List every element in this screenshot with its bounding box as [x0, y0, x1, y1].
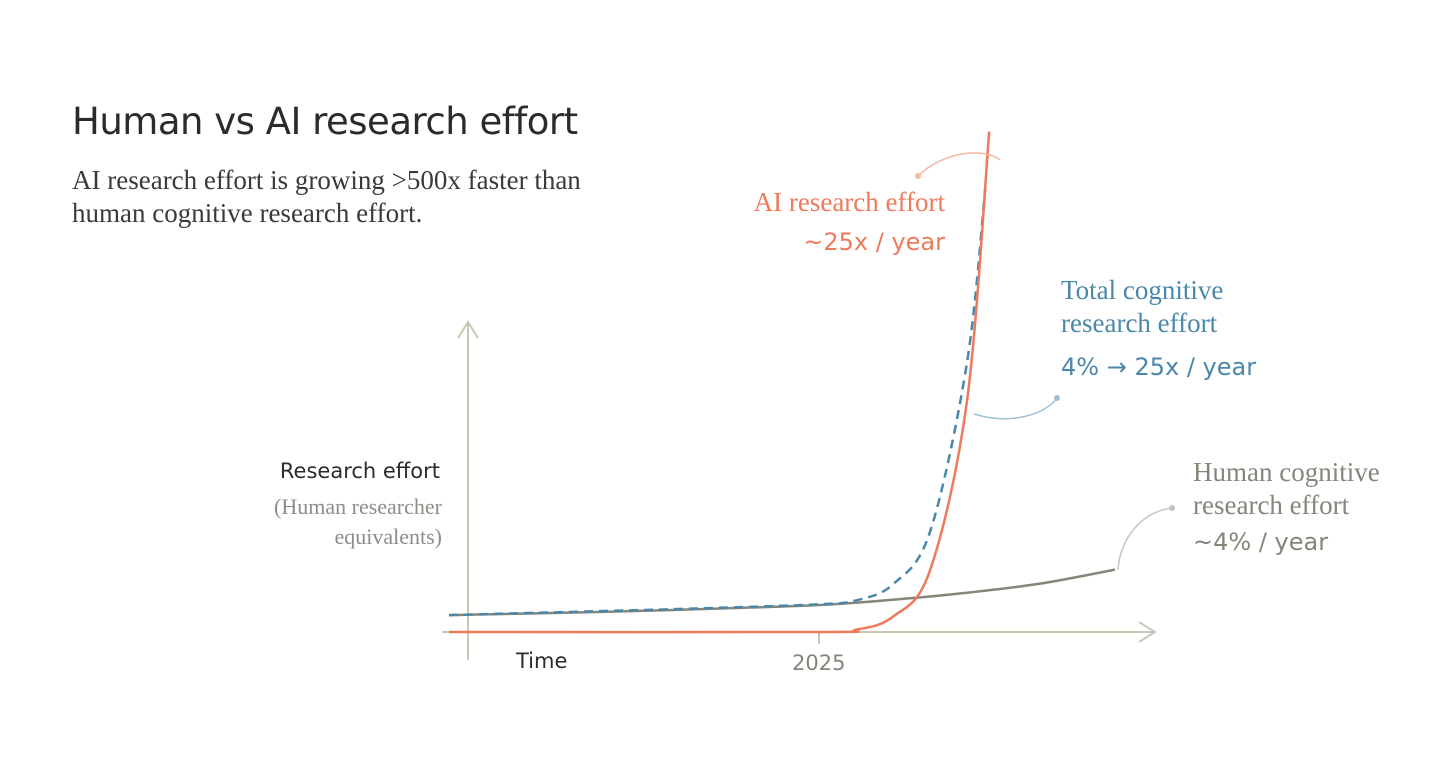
series-name-ai: AI research effort [753, 187, 945, 217]
x-tick-label-2025: 2025 [792, 651, 846, 675]
x-axis-label: Time [516, 649, 568, 673]
x-axis-arrowhead [1138, 621, 1157, 643]
page-subtitle: AI research effort is growing >500x fast… [72, 165, 581, 228]
y-axis-sublabel: (Human researcher equivalents) [274, 494, 442, 549]
y-axis-label: Research effort [279, 459, 440, 483]
series-line-total [448, 185, 987, 617]
connector-total [973, 397, 1058, 420]
series-line-human [448, 568, 1116, 617]
connector-ai-dot [915, 173, 921, 179]
series-growth-total: 4% → 25x / year [1061, 353, 1257, 381]
series-line-ai [448, 131, 991, 634]
connector-ai [917, 152, 1001, 177]
series-growth-human: ~4% / year [1193, 528, 1329, 556]
series-name-human: Human cognitive research effort [1193, 457, 1380, 520]
annotation-connectors [915, 152, 1175, 571]
page-title: Human vs AI research effort [72, 100, 578, 143]
series-growth-ai: ~25x / year [803, 228, 945, 256]
y-axis-arrowhead [457, 320, 479, 339]
connector-human [1117, 507, 1173, 571]
series-name-total: Total cognitive research effort [1061, 275, 1224, 338]
connector-total-dot [1054, 395, 1060, 401]
connector-human-dot [1169, 505, 1175, 511]
axes [442, 320, 1157, 660]
